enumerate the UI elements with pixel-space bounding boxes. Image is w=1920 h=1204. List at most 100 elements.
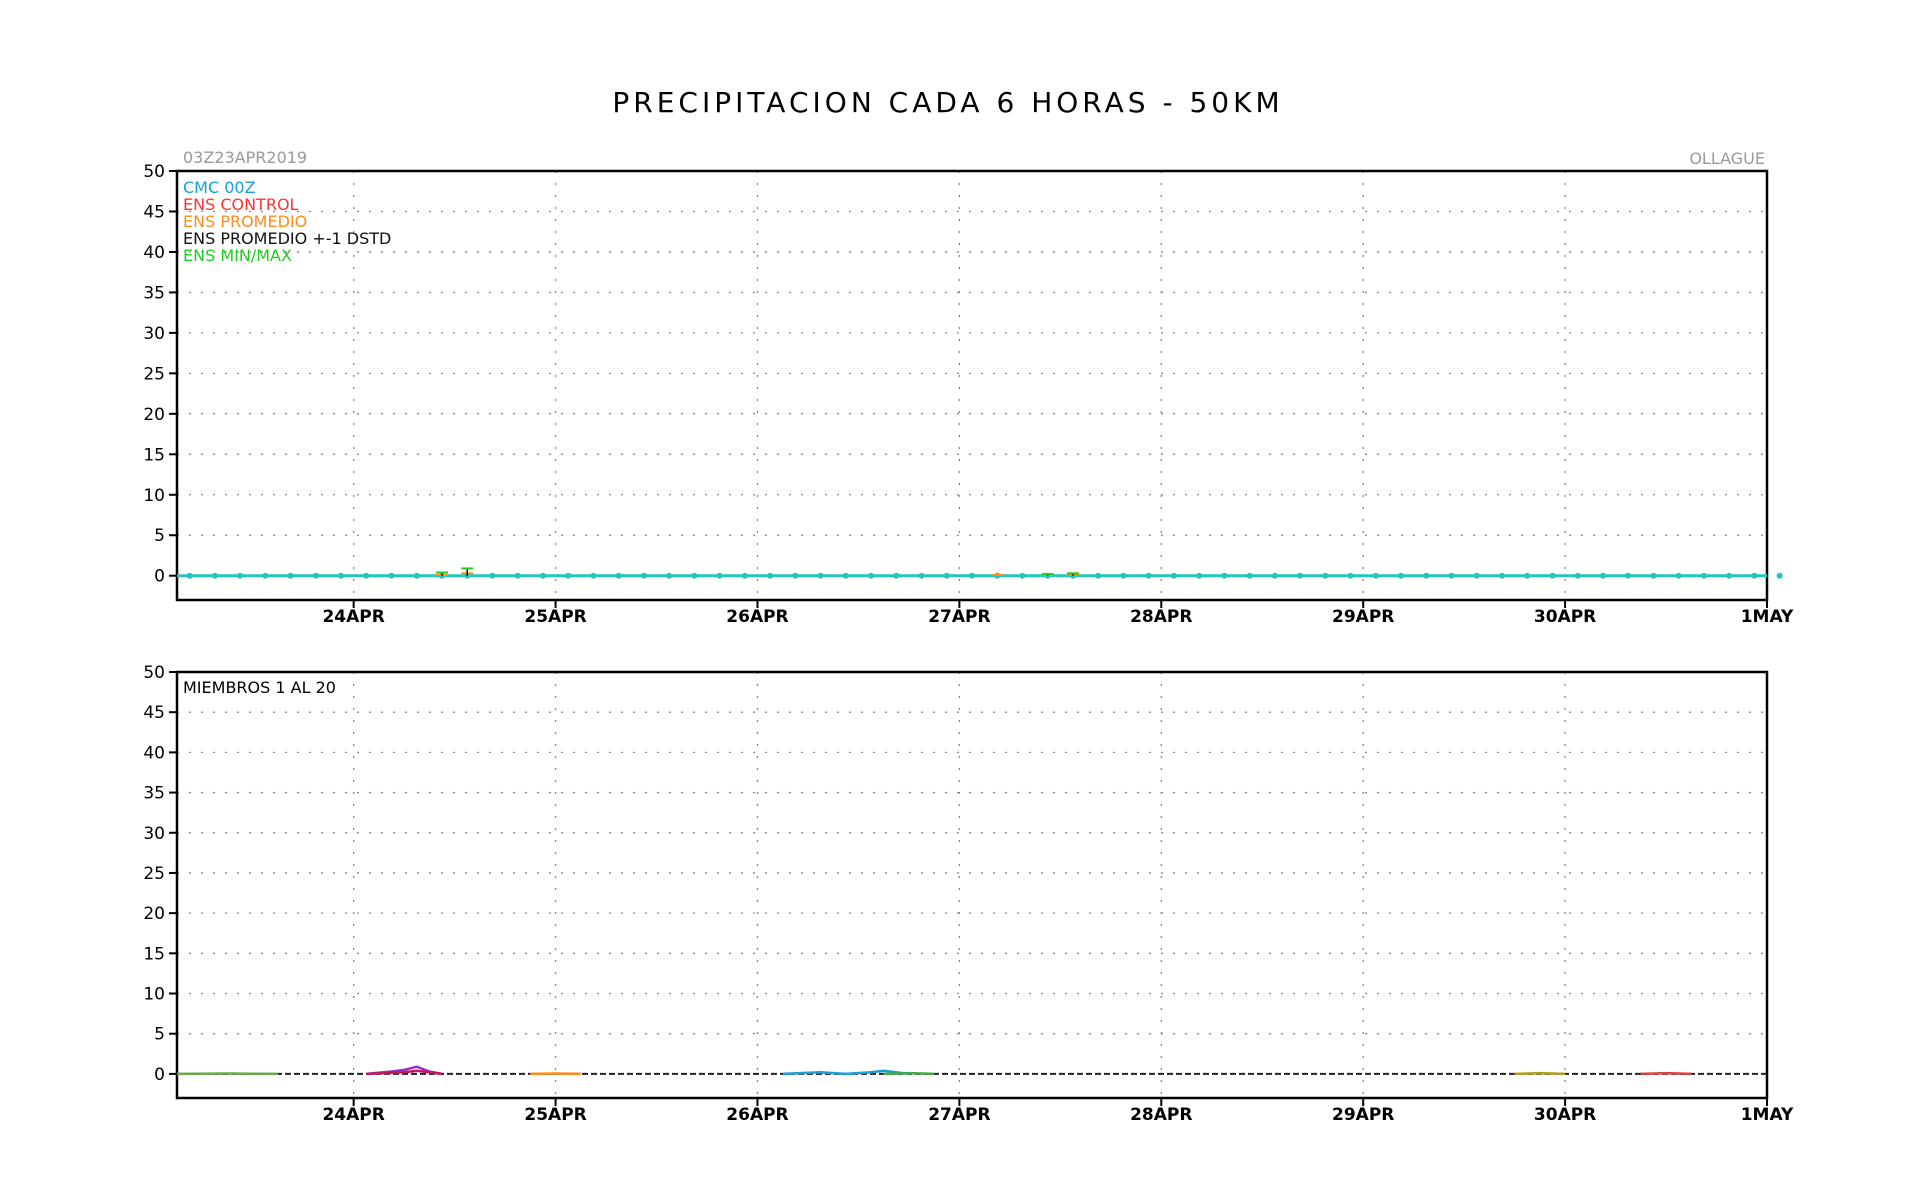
cmc-data-point (868, 573, 874, 579)
cmc-data-point (893, 573, 899, 579)
cmc-data-point (767, 573, 773, 579)
x-tick-label: 24APR (322, 1105, 384, 1125)
init-time-label: 03Z23APR2019 (183, 148, 307, 167)
cmc-data-point (1449, 573, 1455, 579)
cmc-data-point (1474, 573, 1480, 579)
cmc-data-point (363, 573, 369, 579)
cmc-data-point (919, 573, 925, 579)
cmc-data-point (1120, 573, 1126, 579)
x-tick-label: 1MAY (1741, 1105, 1794, 1125)
plot-frame (177, 171, 1767, 600)
chart-title: PRECIPITACION CADA 6 HORAS - 50KM (612, 86, 1283, 119)
cmc-data-point (1726, 573, 1732, 579)
member-series-line (1515, 1073, 1566, 1074)
y-tick-label: 15 (143, 445, 165, 465)
x-tick-label: 24APR (322, 607, 384, 627)
cmc-data-point (237, 573, 243, 579)
cmc-data-point (1676, 573, 1682, 579)
y-tick-label: 50 (143, 663, 165, 683)
y-tick-label: 30 (143, 324, 165, 344)
cmc-data-point (1600, 573, 1606, 579)
x-tick-label: 25APR (524, 607, 586, 627)
cmc-data-point (338, 573, 344, 579)
cmc-data-point (818, 573, 824, 579)
cmc-data-point (616, 573, 622, 579)
plot-frame (177, 672, 1767, 1098)
y-tick-label: 40 (143, 743, 165, 763)
cmc-data-point (1019, 573, 1025, 579)
cmc-data-point (1751, 573, 1757, 579)
cmc-data-point (1297, 573, 1303, 579)
cmc-data-point (843, 573, 849, 579)
x-tick-label: 25APR (524, 1105, 586, 1125)
cmc-data-point (641, 573, 647, 579)
cmc-data-point (1499, 573, 1505, 579)
cmc-data-point (1272, 573, 1278, 579)
cmc-data-point (742, 573, 748, 579)
cmc-data-point (1221, 573, 1227, 579)
y-tick-label: 15 (143, 944, 165, 964)
y-tick-label: 5 (154, 1025, 165, 1045)
cmc-data-point (313, 573, 319, 579)
cmc-data-point (1146, 573, 1152, 579)
y-tick-label: 25 (143, 864, 165, 884)
y-tick-label: 45 (143, 202, 165, 222)
cmc-data-point (1625, 573, 1631, 579)
y-tick-label: 40 (143, 243, 165, 263)
cmc-data-point (1423, 573, 1429, 579)
x-tick-label: 29APR (1332, 607, 1394, 627)
x-tick-label: 27APR (928, 607, 990, 627)
cmc-data-point (1398, 573, 1404, 579)
cmc-data-point (540, 573, 546, 579)
x-tick-label: 26APR (726, 1105, 788, 1125)
cmc-data-point (414, 573, 420, 579)
y-tick-label: 20 (143, 904, 165, 924)
x-tick-label: 30APR (1534, 1105, 1596, 1125)
cmc-data-point (1348, 573, 1354, 579)
cmc-data-point (1777, 573, 1783, 579)
y-tick-label: 20 (143, 405, 165, 425)
cmc-data-point (1373, 573, 1379, 579)
cmc-data-point (1650, 573, 1656, 579)
legend-entry: ENS MIN/MAX (183, 246, 292, 265)
x-tick-label: 1MAY (1741, 607, 1794, 627)
cmc-data-point (1524, 573, 1530, 579)
y-tick-label: 35 (143, 784, 165, 804)
cmc-data-point (691, 573, 697, 579)
cmc-data-point (1196, 573, 1202, 579)
y-tick-label: 30 (143, 824, 165, 844)
x-tick-label: 30APR (1534, 607, 1596, 627)
cmc-data-point (212, 573, 218, 579)
cmc-data-point (1171, 573, 1177, 579)
cmc-data-point (590, 573, 596, 579)
cmc-data-point (1701, 573, 1707, 579)
y-tick-label: 10 (143, 985, 165, 1005)
cmc-data-point (515, 573, 521, 579)
y-tick-label: 10 (143, 486, 165, 506)
y-tick-label: 35 (143, 283, 165, 303)
cmc-data-point (944, 573, 950, 579)
cmc-data-point (1095, 573, 1101, 579)
cmc-data-point (666, 573, 672, 579)
member-series-line (1641, 1073, 1692, 1074)
cmc-data-point (717, 573, 723, 579)
cmc-data-point (1322, 573, 1328, 579)
y-tick-label: 5 (154, 526, 165, 546)
cmc-data-point (969, 573, 975, 579)
x-tick-label: 28APR (1130, 607, 1192, 627)
y-tick-label: 0 (154, 1065, 165, 1085)
cmc-data-point (1575, 573, 1581, 579)
x-tick-label: 29APR (1332, 1105, 1394, 1125)
location-label: OLLAGUE (1689, 149, 1765, 168)
cmc-data-point (1247, 573, 1253, 579)
y-tick-label: 50 (143, 162, 165, 182)
cmc-data-point (1549, 573, 1555, 579)
member-series-line (884, 1073, 934, 1074)
cmc-data-point (288, 573, 294, 579)
x-tick-label: 26APR (726, 607, 788, 627)
